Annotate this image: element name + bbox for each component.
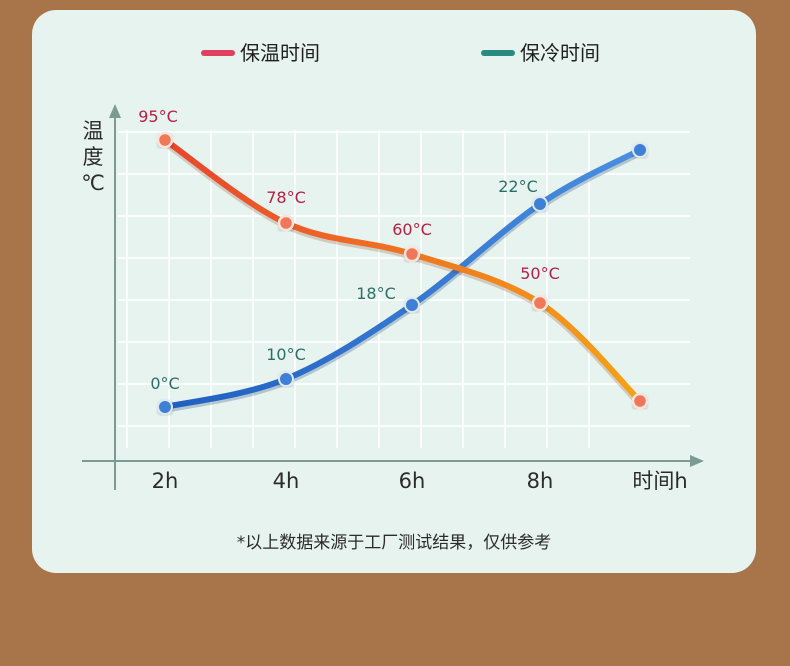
cold-data-point [278, 371, 294, 387]
cold-series-line [162, 147, 643, 410]
warm-data-label: 50°C [520, 264, 560, 283]
cold-data-label: 0°C [150, 374, 179, 393]
cold-data-label: 18°C [356, 284, 396, 303]
x-axis-arrow [690, 455, 704, 467]
footnote: *以上数据来源于工厂测试结果，仅供参考 [236, 533, 552, 553]
legend: 保温时间 保冷时间 [201, 41, 600, 65]
warm-data-point [156, 131, 174, 149]
cold-data-point [157, 399, 173, 415]
x-tick-label: 6h [399, 469, 426, 493]
legend-cold-label: 保冷时间 [520, 41, 600, 65]
x-tick-label: 8h [527, 469, 554, 493]
labels: 95°C 78°C 60°C 50°C 0°C 10°C 18°C 22°C [138, 107, 560, 393]
x-axis-title: 时间h [632, 469, 687, 493]
axes: 温度℃ 2h 4h 6h 8h 时间h [81, 104, 704, 493]
cold-data-point [532, 196, 548, 212]
warm-data-point [403, 245, 421, 263]
cold-data-label: 10°C [266, 345, 306, 364]
warm-data-label: 78°C [266, 188, 306, 207]
warm-data-label: 95°C [138, 107, 178, 126]
cold-data-point [632, 142, 648, 158]
x-tick-label: 4h [273, 469, 300, 493]
x-tick-label: 2h [152, 469, 179, 493]
warm-line-shadow [161, 138, 644, 407]
series-lines [156, 131, 649, 415]
warm-data-point [277, 214, 295, 232]
cold-data-label: 22°C [498, 177, 538, 196]
cold-data-point [404, 297, 420, 313]
warm-series-line [162, 137, 643, 404]
legend-warm-label: 保温时间 [240, 41, 320, 65]
y-axis-label: 度 [83, 145, 104, 169]
warm-data-point [531, 294, 549, 312]
warm-data-label: 60°C [392, 220, 432, 239]
y-axis-arrow [109, 104, 121, 118]
grid [118, 130, 690, 448]
chart-card [32, 10, 756, 573]
y-axis-label: ℃ [81, 171, 105, 195]
y-axis-label: 温 [83, 119, 104, 143]
warm-data-point [631, 392, 649, 410]
